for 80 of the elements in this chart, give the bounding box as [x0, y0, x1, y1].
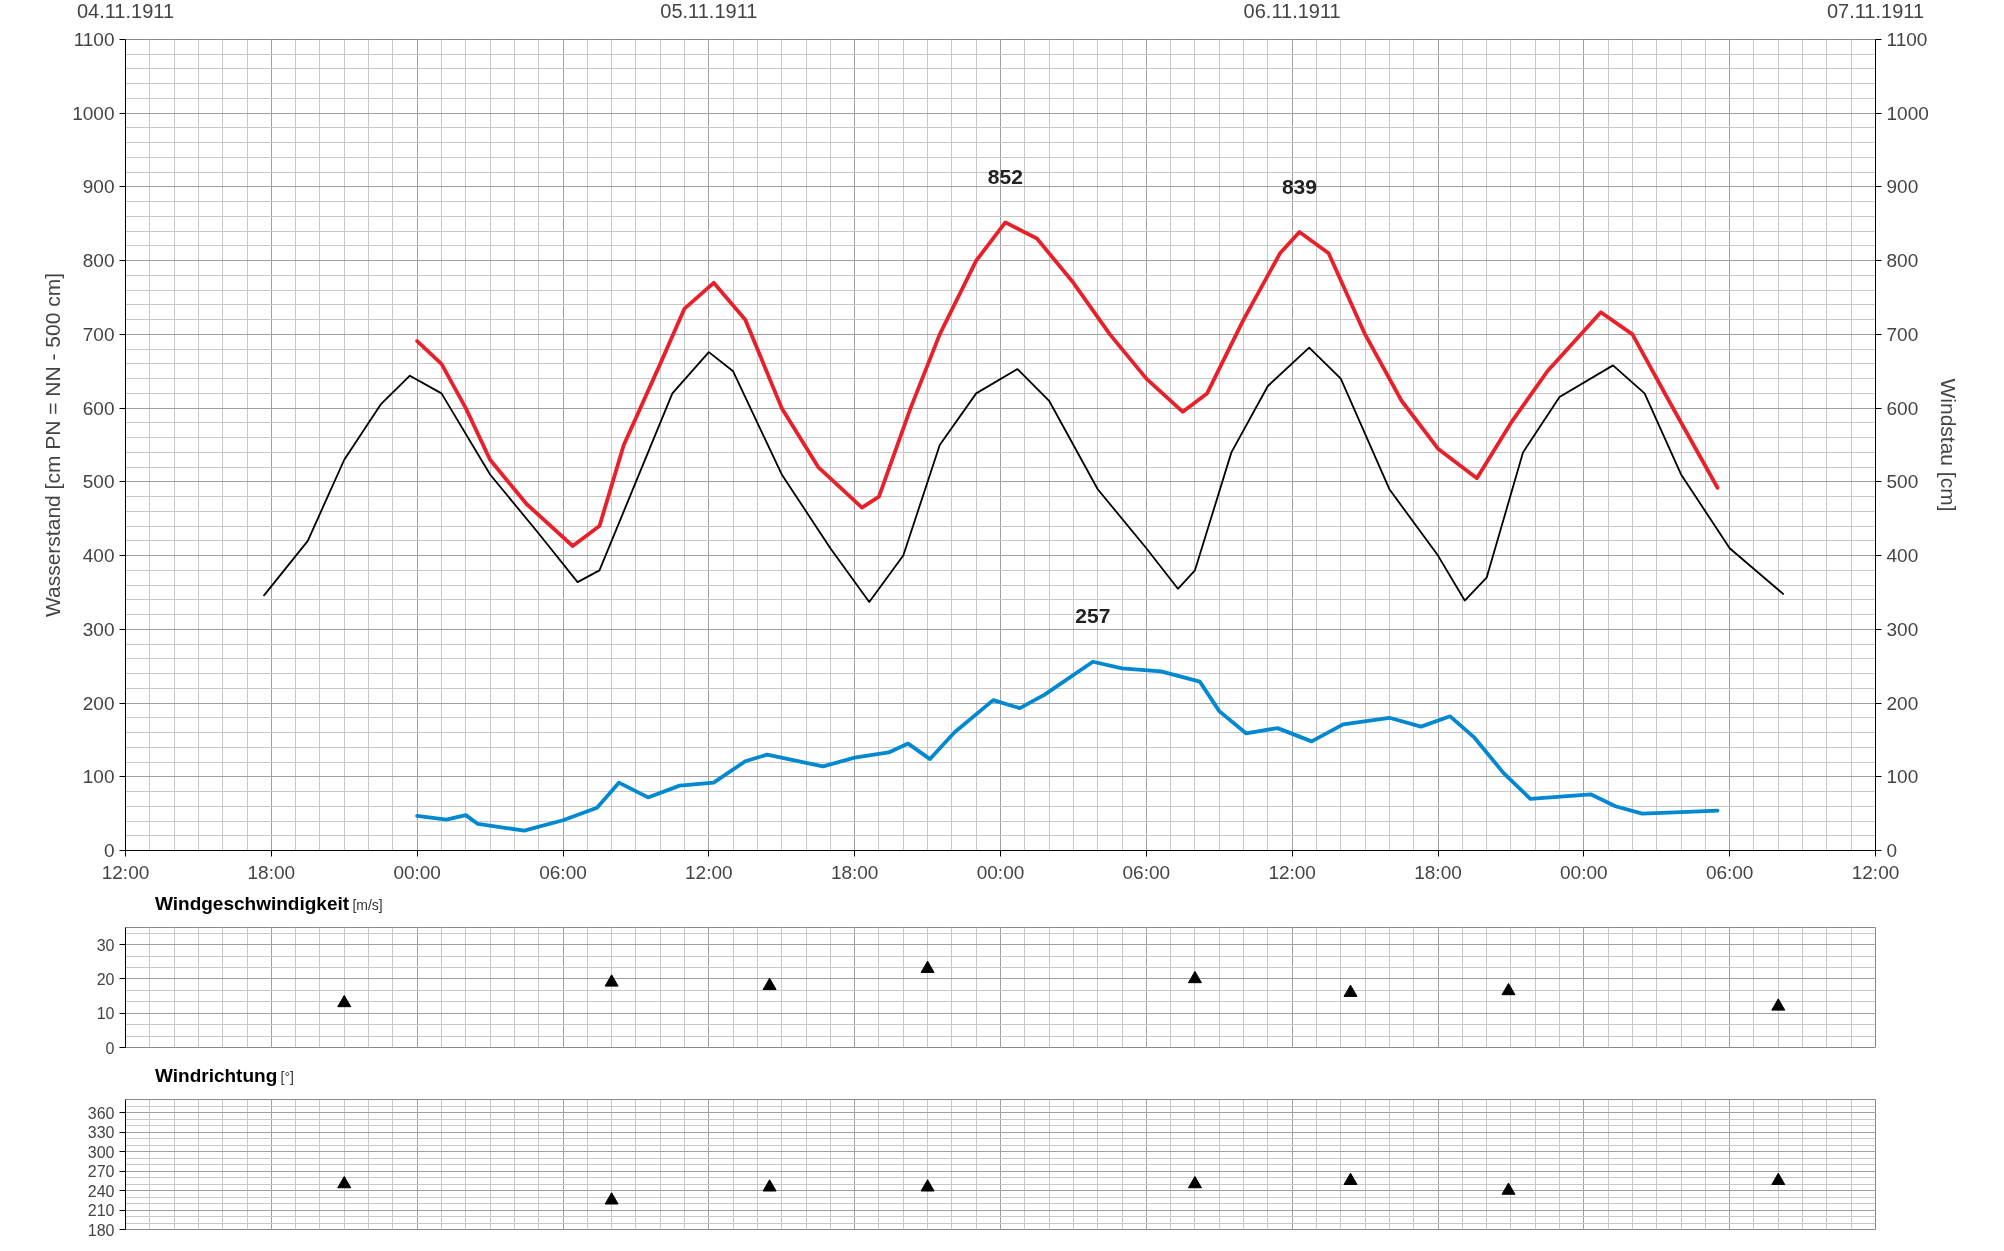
x2-tick-label: 06.11.1911 — [1243, 0, 1341, 22]
x2-tick-label: 05.11.1911 — [660, 0, 758, 22]
y2-tick-label: 300 — [1886, 618, 1919, 640]
x-tick-label: 00:00 — [1560, 861, 1608, 883]
x-tick-label: 12:00 — [1268, 861, 1316, 883]
x-tick-label: 18:00 — [830, 861, 879, 883]
point — [920, 1179, 935, 1192]
point — [1501, 1182, 1516, 1195]
y-tick-label: 300 — [82, 618, 115, 640]
x-tick-label: 12:00 — [101, 861, 150, 883]
y2-tick-label: 900 — [1886, 176, 1919, 198]
chart-title: Windrichtung — [155, 1065, 278, 1086]
x-tick-label: 12:00 — [685, 861, 733, 883]
point — [337, 994, 352, 1008]
y-tick-label: 330 — [87, 1124, 115, 1141]
point — [920, 960, 935, 973]
x-tick-label: 06:00 — [1705, 861, 1754, 883]
y-tick-label: 1100 — [73, 29, 115, 50]
y-tick-label: 100 — [82, 766, 115, 788]
y2-tick-label: 0 — [1886, 840, 1898, 861]
annotation: 839 — [1281, 174, 1317, 198]
y2-axis-title: Windstau [cm] — [1936, 378, 1960, 512]
x-tick-label: 00:00 — [393, 861, 441, 883]
y-tick-label: 180 — [87, 1221, 115, 1239]
y-tick-label: 600 — [82, 397, 115, 419]
y2-tick-label: 200 — [1886, 692, 1919, 714]
line-series — [415, 659, 1720, 833]
y2-tick-label: 1000 — [1886, 102, 1929, 124]
y-tick-label: 20 — [96, 970, 115, 988]
y-tick-label: 200 — [82, 692, 115, 714]
y-tick-label: 210 — [87, 1202, 115, 1219]
x-tick-label: 06:00 — [1122, 861, 1171, 883]
point — [762, 977, 777, 991]
point — [1501, 982, 1516, 996]
point — [604, 974, 619, 987]
y2-tick-label: 400 — [1886, 545, 1919, 567]
y-tick-label: 800 — [82, 250, 115, 272]
line-series — [263, 346, 1785, 603]
y-tick-label: 500 — [82, 471, 115, 493]
point — [337, 1175, 352, 1189]
point — [1187, 970, 1202, 984]
x-tick-label: 00:00 — [976, 861, 1025, 883]
y-tick-label: 10 — [96, 1005, 115, 1023]
chart-title: Windgeschwindigkeit — [155, 893, 350, 914]
x2-tick-label: 04.11.1911 — [76, 0, 175, 22]
y-axis-title: Wasserstand [cm PN = NN - 500 cm] — [41, 272, 65, 618]
y2-tick-label: 500 — [1886, 471, 1919, 493]
y-tick-label: 0 — [103, 840, 115, 861]
y-axis-title: [m/s] — [352, 897, 383, 913]
y-tick-label: 0 — [105, 1039, 115, 1057]
point — [604, 1192, 619, 1205]
y2-tick-label: 800 — [1886, 250, 1919, 272]
y2-tick-label: 600 — [1886, 397, 1919, 419]
y-axis-title: [°] — [280, 1069, 294, 1085]
point — [1343, 984, 1358, 997]
y-tick-label: 360 — [87, 1104, 115, 1122]
y-tick-label: 700 — [82, 323, 115, 345]
y-tick-label: 300 — [87, 1143, 115, 1161]
x-tick-label: 12:00 — [1851, 861, 1900, 883]
y2-tick-label: 100 — [1886, 766, 1919, 788]
y2-tick-label: 1100 — [1886, 29, 1928, 50]
x-tick-label: 18:00 — [1414, 861, 1462, 883]
x-tick-label: 06:00 — [539, 861, 587, 883]
y-tick-label: 1000 — [72, 102, 115, 124]
annotation: 257 — [1075, 604, 1111, 628]
point — [1771, 998, 1786, 1011]
y2-tick-label: 700 — [1886, 323, 1919, 345]
annotation: 852 — [987, 165, 1023, 189]
line-series — [415, 220, 1720, 548]
x2-tick-label: 07.11.1911 — [1826, 0, 1925, 22]
x-tick-label: 18:00 — [247, 861, 296, 883]
y-tick-label: 400 — [82, 545, 115, 567]
y-tick-label: 900 — [82, 176, 115, 198]
y-tick-label: 30 — [96, 936, 115, 954]
point — [1343, 1172, 1358, 1185]
y-tick-label: 270 — [87, 1163, 115, 1180]
point — [1187, 1175, 1202, 1189]
y-tick-label: 240 — [87, 1182, 115, 1200]
point — [1771, 1172, 1786, 1185]
point — [762, 1179, 777, 1192]
